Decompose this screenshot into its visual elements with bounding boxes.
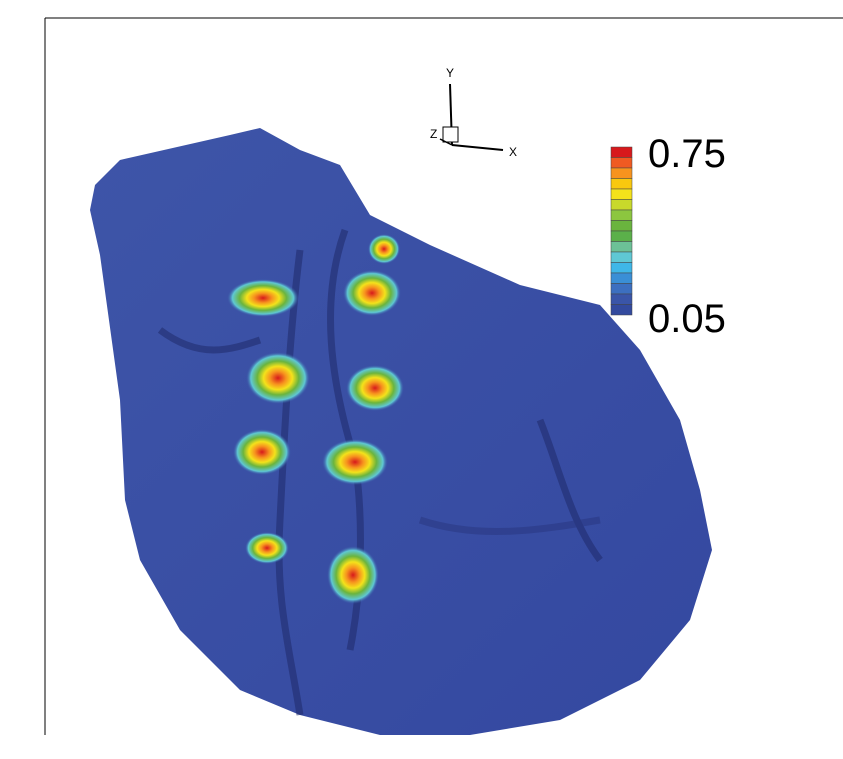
plot: Y X Z 0.75 0.05: [0, 0, 843, 759]
colorbar-band: [611, 305, 632, 316]
colorbar-band: [611, 273, 632, 284]
legend-min: 0.05: [648, 297, 726, 341]
colorbar-band: [611, 200, 632, 211]
colorbar-band: [611, 189, 632, 200]
triad-z-label: Z: [430, 127, 437, 141]
colorbar-band: [611, 210, 632, 221]
triad-x-label: X: [509, 145, 517, 159]
colorbar-band: [611, 294, 632, 305]
colorbar-band: [611, 231, 632, 242]
triad-y-label: Y: [446, 66, 454, 80]
colorbar-band: [611, 252, 632, 263]
colorbar-band: [611, 158, 632, 169]
axis-triad: [440, 84, 503, 150]
colorbar-band: [611, 284, 632, 295]
colorbar-band: [611, 147, 632, 158]
colorbar-band: [611, 242, 632, 253]
colorbar-band: [611, 221, 632, 232]
legend-max: 0.75: [648, 132, 726, 176]
colorbar: [611, 147, 632, 315]
colorbar-band: [611, 179, 632, 190]
colorbar-band: [611, 168, 632, 179]
colorbar-band: [611, 263, 632, 274]
